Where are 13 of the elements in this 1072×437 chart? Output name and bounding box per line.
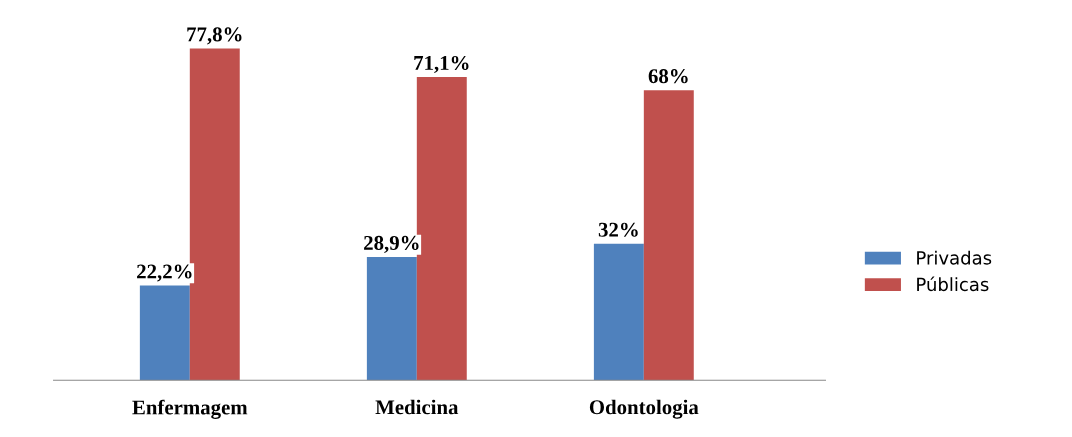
legend-label: Privadas xyxy=(917,250,992,265)
x-tick-label: Odontologia xyxy=(589,399,699,419)
data-label: 68% xyxy=(648,69,688,84)
data-label: 22,2% xyxy=(137,264,192,282)
legend-label: Públicas xyxy=(917,276,989,292)
data-label: 32% xyxy=(598,222,638,237)
data-label: 28,9% xyxy=(364,235,419,253)
data-label: 71,1% xyxy=(414,55,469,73)
x-tick-label: Medicina xyxy=(375,399,459,415)
data-label: 77,8% xyxy=(187,27,242,45)
bar xyxy=(139,285,190,381)
x-tick-label: Enfermagem xyxy=(132,399,248,419)
bar xyxy=(366,256,417,381)
